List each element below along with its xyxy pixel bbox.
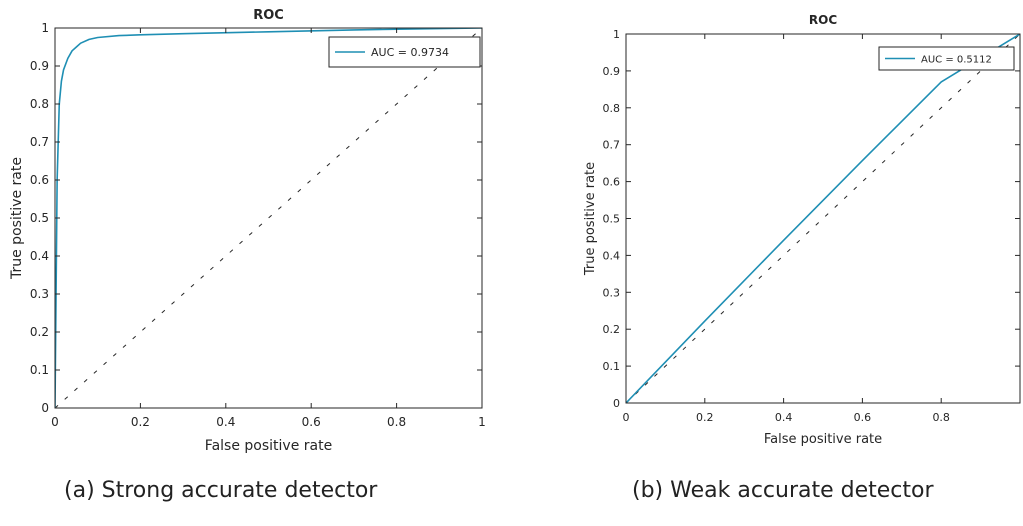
chart-b-x-tick-label: 0 [623,411,630,424]
chart-b-x-tick-label: 0.8 [932,411,950,424]
chart-b-y-tick-label: 0.6 [603,176,621,189]
chart-a-y-tick-label: 0.2 [30,325,49,339]
chart-b-plot-area [626,34,1020,403]
roc-chart-strong: 0 0.2 0.4 0.6 0.8 1 0 0.1 0.2 0.3 0.4 0.5 0.6 0.7 0.8 0… [9,8,486,454]
caption-strong-detector: (a) Strong accurate detector [64,478,378,503]
chart-a-y-tick-label: 0.7 [30,135,49,149]
chart-b-y-tick-label: 0.7 [603,139,621,152]
chart-a-x-tick-label: 0 [51,415,59,429]
chart-b-x-tick-label: 0.6 [854,411,872,424]
chart-a-x-tick-label: 0.6 [302,415,321,429]
chart-a-roc-curve [55,28,482,408]
roc-chart-weak: 0 0.2 0.4 0.6 0.8 0 0.1 0.2 0.3 0.4 0.5 0.6 0.7 0.8 0.… [583,13,1021,447]
chart-b-y-tick-label: 0.3 [603,286,621,299]
chart-a-y-tick-label: 0.4 [30,249,49,263]
chart-b-y-tick-label: 1 [613,28,620,41]
chart-b-title: ROC [809,13,837,27]
chart-a-y-tick-label: 0.1 [30,363,49,377]
chart-b-legend-label: AUC = 0.5112 [921,55,992,66]
chart-b-legend: AUC = 0.5112 [878,46,1015,71]
chart-a-y-tick-label: 0.9 [30,59,49,73]
chart-a-y-axis-label: True positive rate [9,157,25,280]
chart-b-x-tick-label: 0.4 [775,411,793,424]
chart-a-x-tick-label: 0.4 [216,415,235,429]
chart-a-x-tick-label: 1 [478,415,486,429]
chart-b-y-tick-label: 0.1 [603,360,621,373]
chart-a-x-tick-label: 0.8 [387,415,406,429]
chart-b-y-tick-label: 0 [613,397,620,410]
chart-b-roc-curve [626,34,1020,403]
chart-a-legend-label: AUC = 0.9734 [371,46,449,59]
chart-b-y-tick-label: 0.9 [603,65,621,78]
chart-a-y-tick-label: 0 [41,401,49,415]
chart-a-y-tick-label: 1 [41,21,49,35]
chart-a-plot-area [55,28,482,408]
chart-b-x-tick-label: 0.2 [696,411,714,424]
chart-b-y-tick-label: 0.2 [603,323,621,336]
chart-b-y-tick-label: 0.5 [603,213,621,226]
chart-b-y-tick-label: 0.8 [603,102,621,115]
chart-b-y-axis-label: True positive rate [583,162,598,276]
caption-weak-detector: (b) Weak accurate detector [632,478,934,503]
chart-b-x-axis-label: False positive rate [764,432,882,447]
chart-a-title: ROC [253,8,284,23]
chart-a-x-axis-label: False positive rate [205,438,332,454]
chart-a-legend: AUC = 0.9734 [328,36,481,68]
chart-b-y-tick-label: 0.4 [603,249,621,262]
chart-a-y-tick-label: 0.3 [30,287,49,301]
chart-a-y-tick-label: 0.8 [30,97,49,111]
chart-a-y-tick-label: 0.6 [30,173,49,187]
chart-a-x-tick-label: 0.2 [131,415,150,429]
chart-a-y-tick-label: 0.5 [30,211,49,225]
